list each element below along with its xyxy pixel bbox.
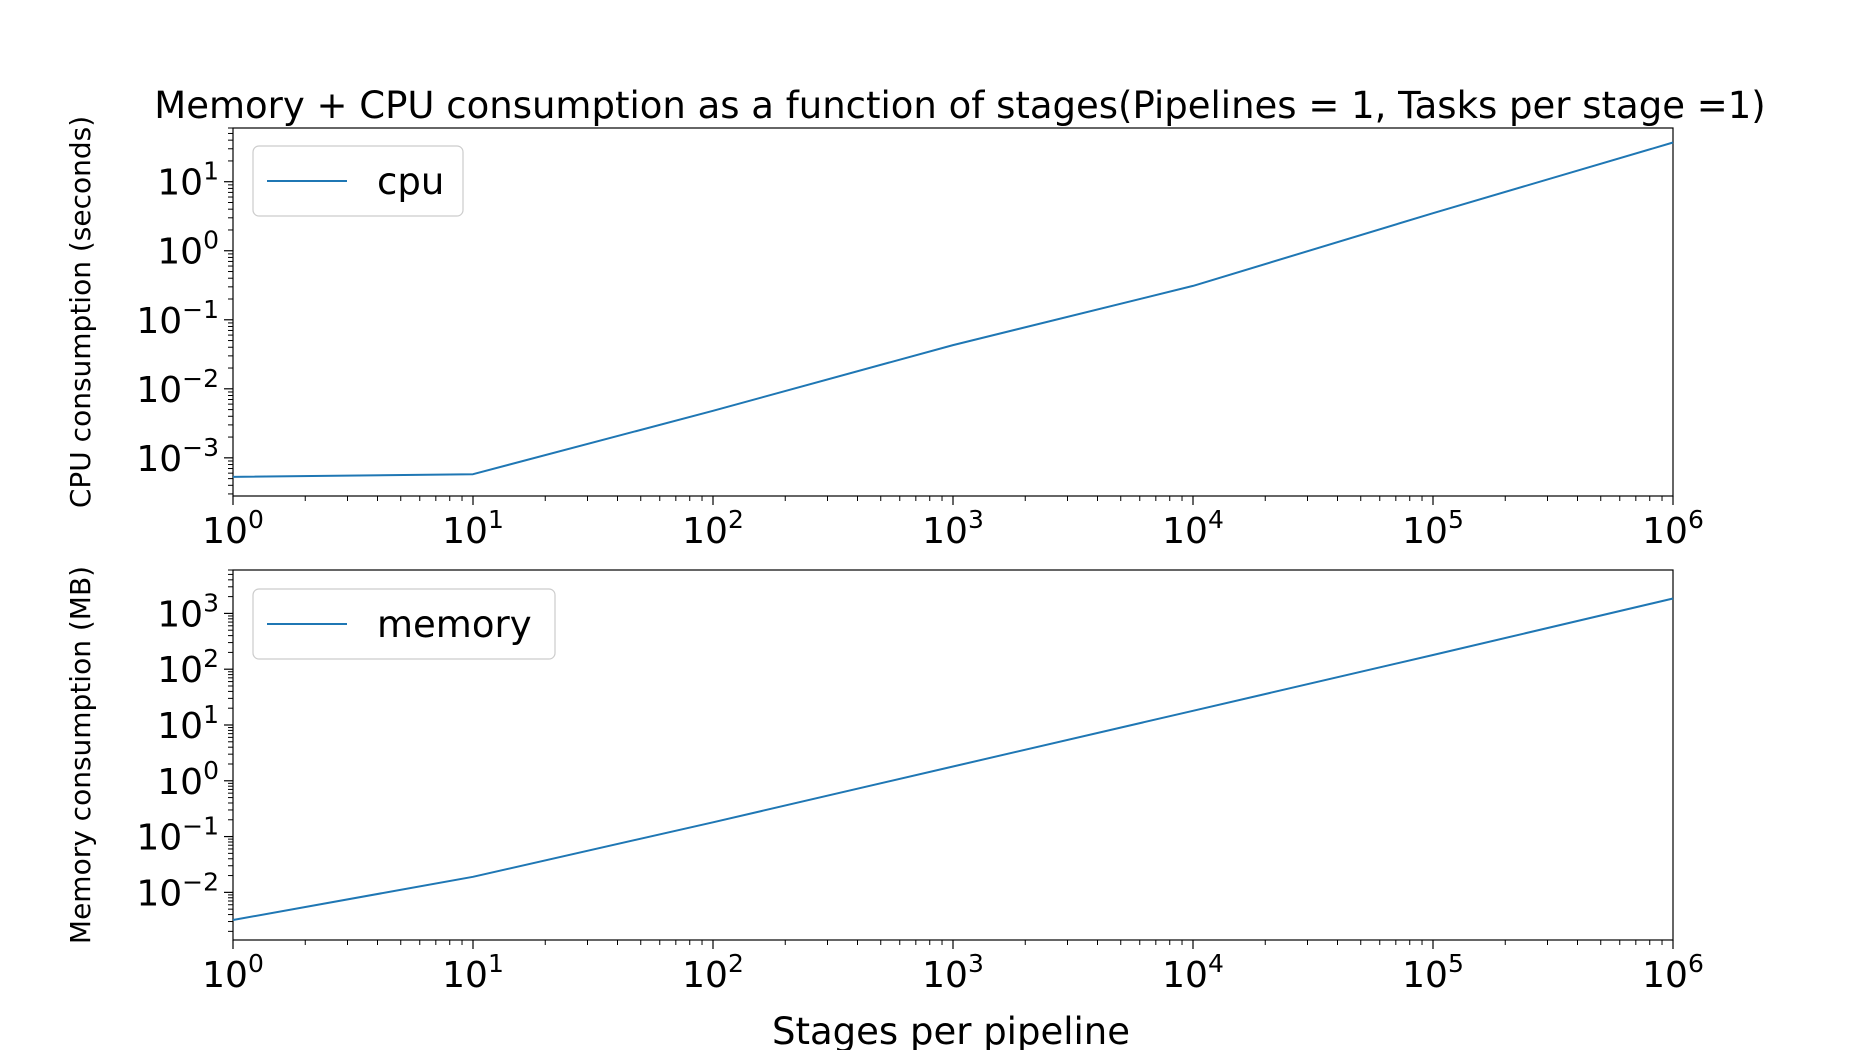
y-tick-label: 10−3 [136,433,219,480]
x-tick-label: 105 [1402,505,1464,552]
y-tick-label: 100 [157,226,219,273]
y-tick-label: 10−1 [136,295,219,342]
y-tick-label: 10−1 [136,812,219,859]
x-tick-label: 106 [1642,505,1704,552]
x-tick-label: 105 [1402,949,1464,996]
legend: cpu [252,145,464,217]
x-tick-label: 103 [922,505,984,552]
subplot-1: 100 101 102 103 104 105 106 10−3 10−2 10−1 100 101 C… [64,116,1704,552]
series-line-cpu [232,141,1674,478]
x-tick-label: 101 [442,949,504,996]
figure-title: Memory + CPU consumption as a function o… [154,84,1765,127]
legend-label: cpu [377,160,444,203]
y-tick-label: 101 [157,157,219,204]
x-tick-label: 104 [1162,505,1224,552]
x-tick-label: 103 [922,949,984,996]
subplot-2: 100 101 102 103 104 105 106 10−2 10−1 100 101 102 10… [64,566,1704,996]
legend-box [252,145,464,217]
legend-box [252,588,556,660]
y-tick-label: 102 [157,644,219,691]
y-axis-label: CPU consumption (seconds) [64,116,97,508]
y-axis-label: Memory consumption (MB) [64,566,97,944]
plots: 100 101 102 103 104 105 106 10−3 10−2 10−1 100 101 C… [64,116,1704,996]
y-tick-label: 103 [157,588,219,635]
y-tick-label: 101 [157,700,219,747]
legend-label: memory [377,603,532,646]
y-tick-label: 10−2 [136,867,219,914]
x-tick-label: 101 [442,505,504,552]
series-line-memory [232,597,1674,921]
y-tick-label: 10−2 [136,364,219,411]
y-tick-label: 100 [157,756,219,803]
x-tick-label: 102 [682,949,744,996]
x-tick-label: 106 [1642,949,1704,996]
x-tick-label: 100 [202,949,264,996]
x-tick-label: 100 [202,505,264,552]
x-tick-label: 104 [1162,949,1224,996]
x-axis-label: Stages per pipeline [772,1010,1130,1050]
legend: memory [252,588,556,660]
x-tick-label: 102 [682,505,744,552]
